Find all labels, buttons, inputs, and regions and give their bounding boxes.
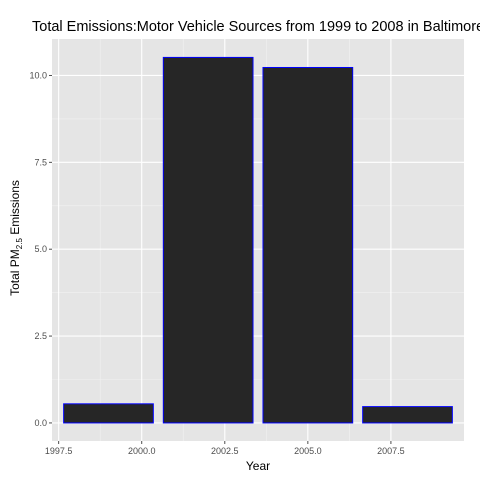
bar-2002 — [162, 56, 254, 424]
y-axis-label-main: Total PM — [8, 249, 22, 296]
x-tick-label: 2005.0 — [294, 446, 322, 456]
y-tick-label: 0.0 — [34, 418, 47, 428]
bar-2008 — [362, 406, 453, 424]
y-axis-ticks: 0.0 2.5 5.0 7.5 10.0 — [29, 70, 52, 428]
x-axis-ticks: 1997.5 2000.0 2002.5 2005.0 2007.5 — [45, 441, 405, 456]
x-axis-label: Year — [246, 459, 270, 473]
x-tick-label: 2007.5 — [377, 446, 405, 456]
y-tick-label: 5.0 — [34, 244, 47, 254]
x-tick-label: 2002.5 — [211, 446, 239, 456]
y-tick-label: 2.5 — [34, 331, 47, 341]
y-tick-label: 7.5 — [34, 157, 47, 167]
bars — [63, 56, 453, 424]
x-tick-label: 2000.0 — [128, 446, 156, 456]
x-tick-label: 1997.5 — [45, 446, 73, 456]
y-axis-label-subscript: 2.5 — [15, 238, 24, 250]
chart-title: Total Emissions:Motor Vehicle Sources fr… — [32, 19, 480, 35]
y-axis-label-suffix: Emissions — [8, 180, 22, 238]
plot-panel — [52, 39, 464, 441]
y-tick-label: 10.0 — [29, 70, 47, 80]
y-axis-label: Total PM2.5 Emissions — [8, 180, 24, 296]
bar-1999 — [63, 403, 154, 424]
bar-2005 — [262, 66, 354, 424]
